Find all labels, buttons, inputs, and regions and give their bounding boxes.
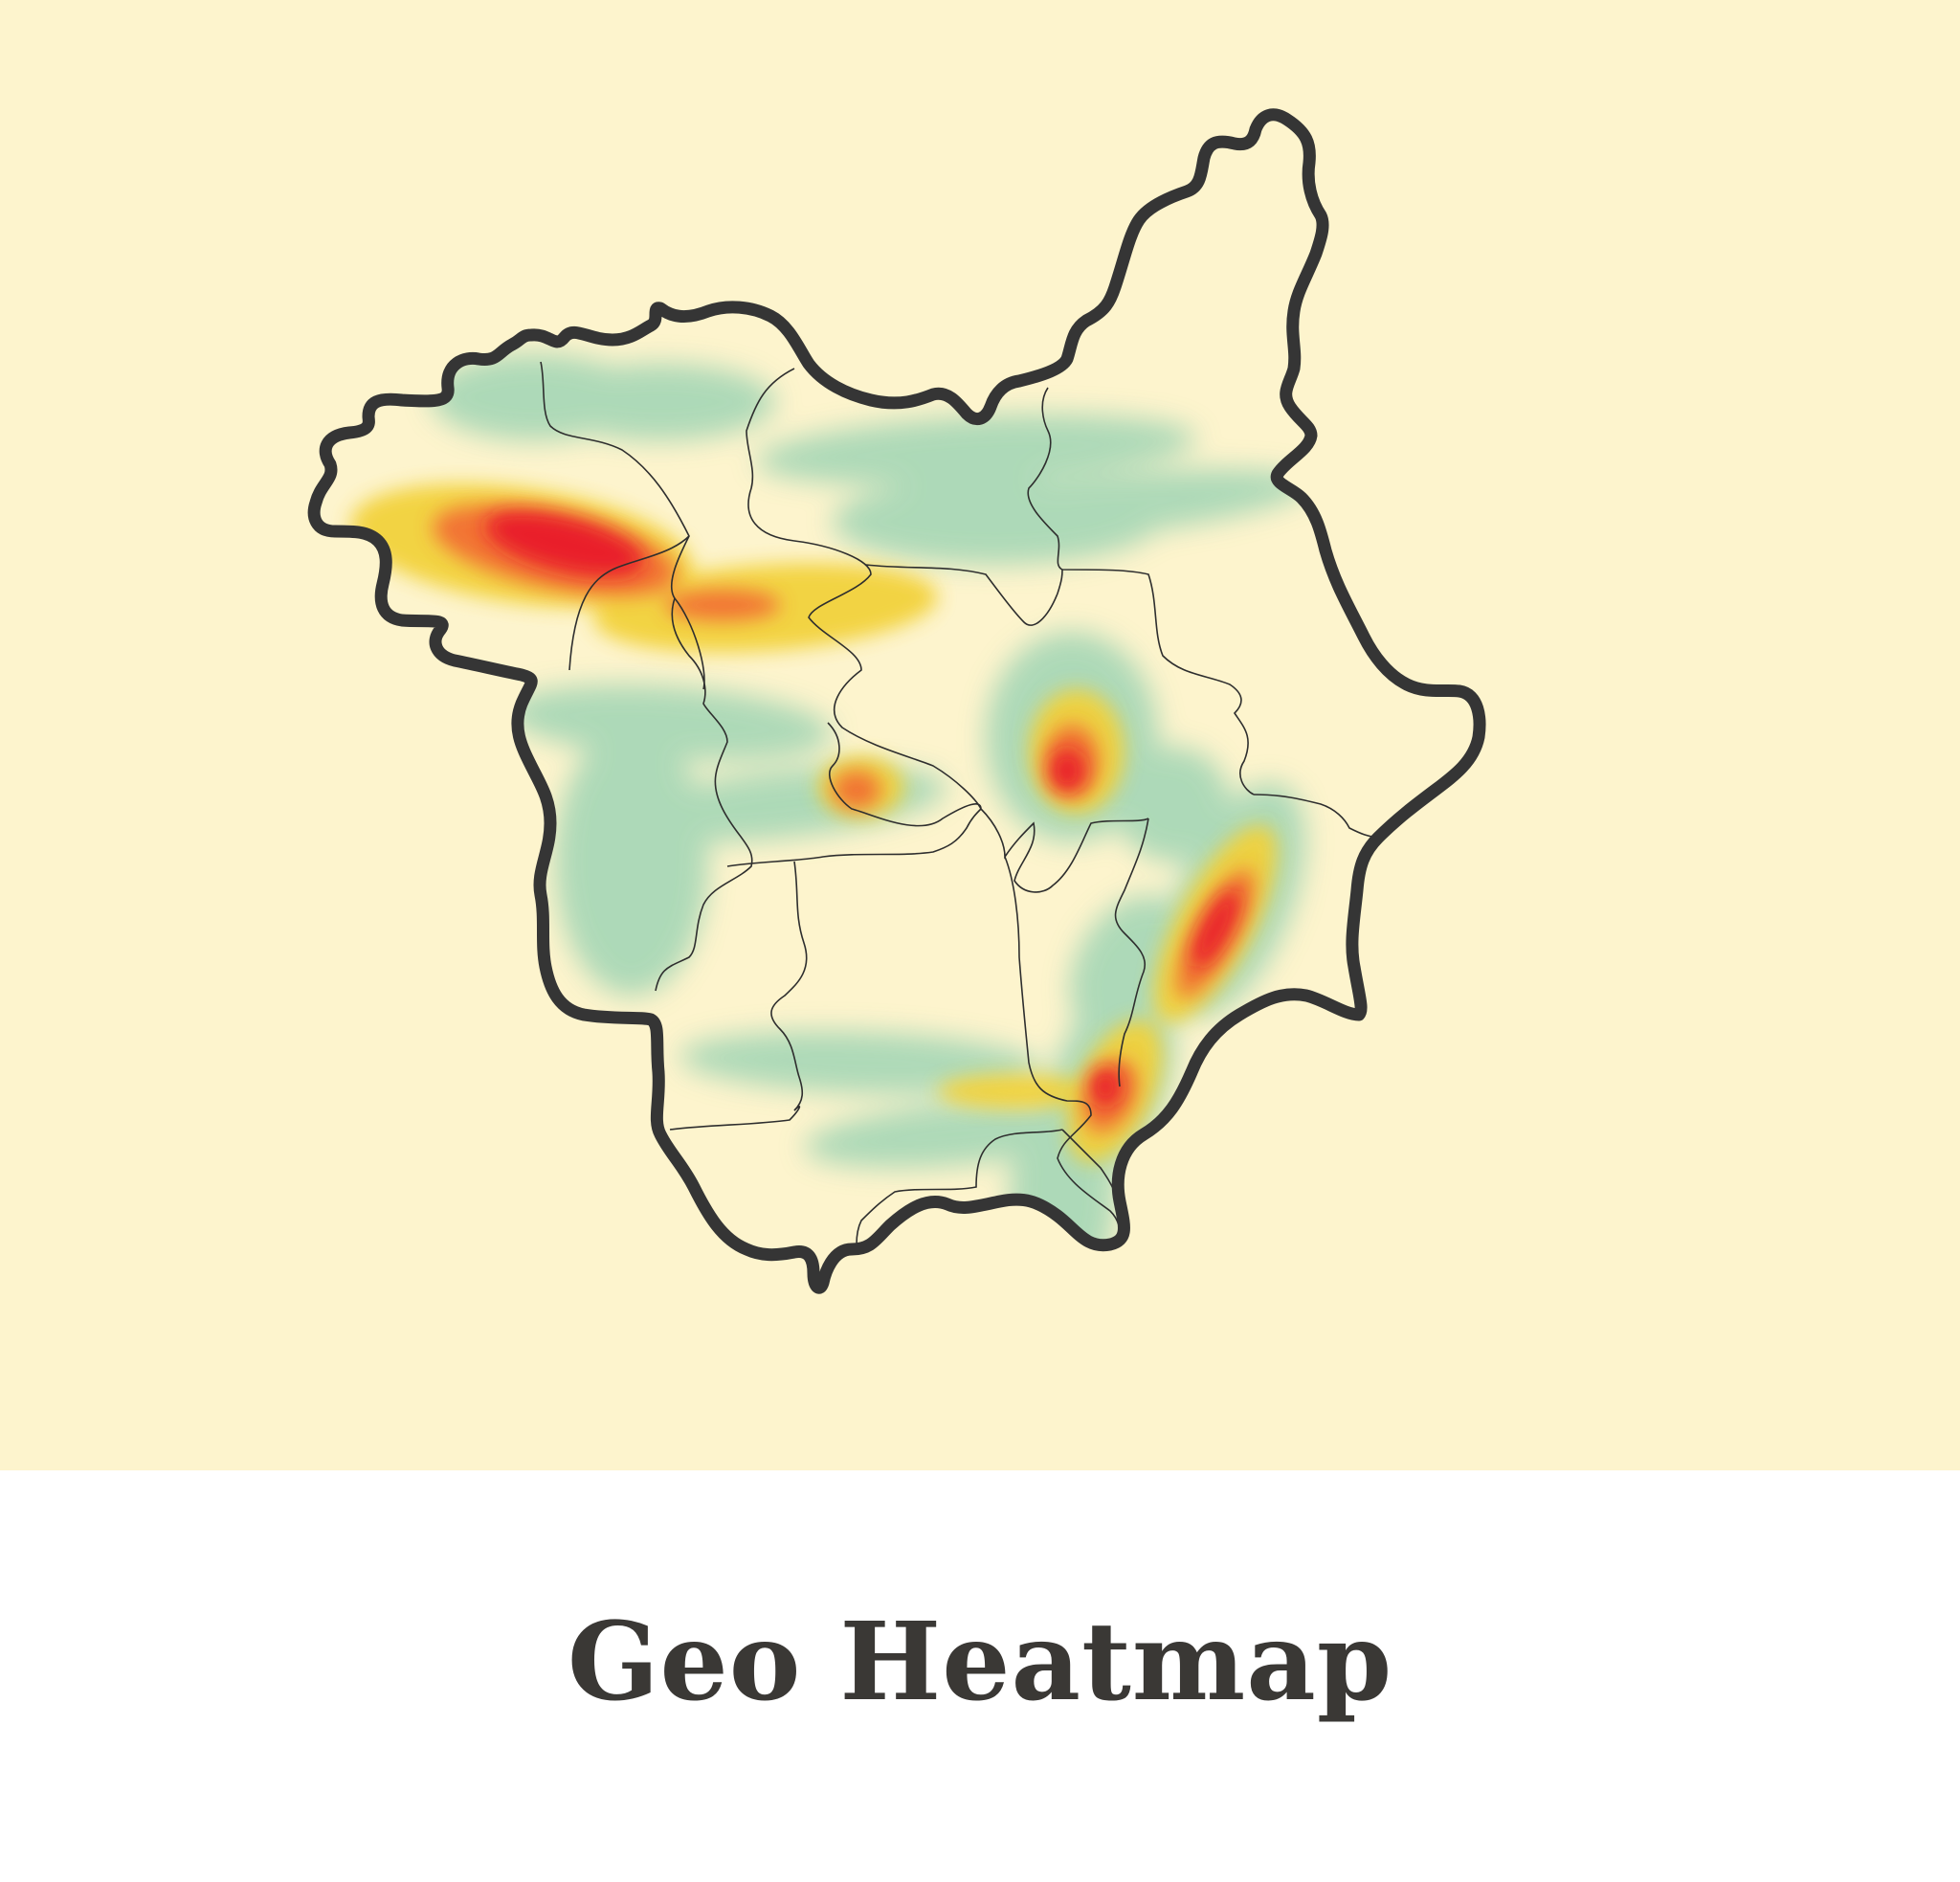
- region-border: [669, 1106, 801, 1131]
- heat-low-band: [1115, 747, 1230, 862]
- region-border: [726, 808, 982, 867]
- region-border: [770, 861, 808, 1111]
- heat-peak-spot: [1050, 750, 1084, 792]
- heat-low-band: [679, 1031, 1043, 1094]
- region-border: [865, 564, 1063, 626]
- region-border: [1027, 387, 1255, 795]
- caption-panel: Geo Heatmap: [0, 1470, 1960, 1882]
- caption-title: Geo Heatmap: [567, 1599, 1393, 1725]
- map-background: [0, 0, 1960, 1470]
- heat-high-band: [665, 590, 780, 620]
- region-border: [1253, 794, 1384, 839]
- heat-peak-spot: [485, 510, 644, 577]
- country-outline: [307, 108, 1486, 1294]
- region-border: [827, 722, 1149, 893]
- map-panel: [0, 0, 1960, 1470]
- heat-peak-spot: [1090, 1067, 1121, 1106]
- heat-mid-band: [938, 1074, 1091, 1109]
- heat-low-band: [833, 479, 1158, 565]
- heat-peak-spot: [1192, 889, 1239, 968]
- heatmap-map: [0, 0, 1960, 1470]
- region-border: [540, 361, 705, 690]
- region-border: [856, 1129, 1063, 1245]
- heat-high-band: [833, 771, 880, 809]
- region-border: [1004, 856, 1121, 1236]
- heat-low-band: [546, 364, 775, 440]
- heat-peak-spots: [485, 510, 1239, 1106]
- region-borders: [540, 361, 1384, 1245]
- heat-low-band: [507, 684, 833, 761]
- region-border: [1114, 818, 1149, 1087]
- heat-low-band: [555, 728, 708, 996]
- region-border: [746, 368, 982, 810]
- region-border: [568, 535, 690, 671]
- heat-layer: [350, 354, 1310, 1288]
- heat-low-band: [756, 414, 1196, 485]
- region-border: [655, 597, 753, 992]
